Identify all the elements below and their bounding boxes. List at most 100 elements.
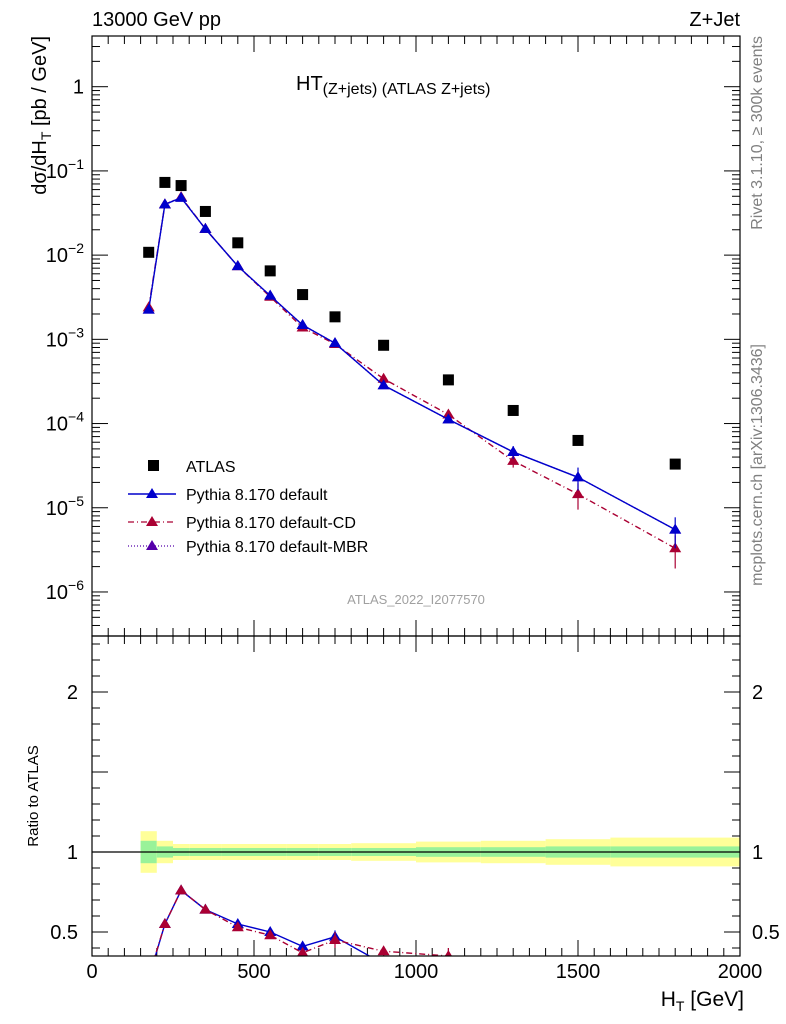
x-tick-label: 1000: [394, 961, 439, 983]
data-point-ratio-pythia-8-170-default: [442, 958, 454, 968]
data-point-ratio-pythia-8-170-default: [378, 958, 390, 968]
data-point-pythia-8-170-default: [158, 198, 171, 209]
ratio-series: [143, 884, 454, 982]
y-tick-label-exponent: −1: [68, 156, 84, 172]
plot-title: HT(Z+jets) (ATLAS Z+jets): [296, 73, 490, 98]
y-tick-label-exponent: −5: [68, 493, 84, 509]
legend-label-default: Pythia 8.170 default: [186, 487, 328, 504]
ratio-y-tick-label-right: 1: [752, 842, 763, 864]
ratio-uncertainty-bands: [92, 831, 740, 873]
data-point-pythia-8-170-default: [175, 191, 188, 202]
data-point-pythia-8-170-default: [329, 337, 341, 348]
y-tick-label-base: 1: [73, 77, 84, 99]
data-point-ratio-pythia-8-170-default: [143, 972, 155, 982]
data-point-ratio-pythia-8-170-default-cd: [158, 918, 171, 928]
y-tick-label: 10−6: [46, 577, 84, 604]
y-tick-label: 10−4: [46, 409, 84, 436]
data-point-pythia-8-170-default: [377, 379, 390, 390]
data-point-atlas: [199, 205, 211, 217]
y-tick-label-base: 10: [46, 498, 68, 520]
analysis-watermark: ATLAS_2022_I2077570: [347, 592, 485, 607]
ratio-y-tick-label-right: 2: [752, 682, 763, 704]
data-point-atlas: [329, 311, 341, 323]
series-line-pythia-8-170-default-mbr: [148, 196, 676, 531]
data-point-ratio-pythia-8-170-default-cd: [444, 950, 452, 956]
legend: ATLAS Pythia 8.170 default Pythia 8.170 …: [128, 459, 368, 556]
data-point-pythia-8-170-default-cd: [572, 488, 584, 499]
series-line-ratio-pythia-8-170-default-cd: [154, 889, 449, 956]
x-tick-label: 1500: [556, 961, 601, 983]
data-point-atlas: [669, 458, 681, 470]
main-y-label-sub: T: [38, 131, 54, 140]
legend-marker-default-cd: [146, 516, 158, 526]
ratio-ticks: 0 500 1000 1500 2000 0.5 0.5 1 1 2 2: [50, 636, 780, 983]
data-point-ratio-pythia-8-170-default-cd: [329, 934, 341, 944]
data-point-ratio-pythia-8-170-default-cd: [199, 903, 212, 914]
data-point-pythia-8-170-default: [669, 523, 682, 534]
data-point-atlas: [572, 434, 584, 446]
y-tick-label-exponent: −4: [68, 409, 84, 425]
legend-label-default-cd: Pythia 8.170 default-CD: [186, 515, 356, 532]
data-point-pythia-8-170-default: [264, 289, 277, 300]
x-label-sub: T: [676, 998, 685, 1014]
y-tick-label: 10−5: [46, 493, 84, 520]
data-point-atlas: [442, 374, 454, 386]
ratio-y-axis-label: Ratio to ATLAS: [25, 745, 42, 846]
data-point-atlas: [297, 289, 309, 301]
data-point-pythia-8-170-default: [231, 260, 244, 271]
main-y-axis-label: dσ/dHT [pb / GeV]: [29, 36, 54, 195]
x-tick-label: 2000: [718, 961, 763, 983]
data-point-ratio-pythia-8-170-default-cd: [143, 971, 155, 981]
x-label-text: H: [661, 988, 676, 1011]
rivet-label: Rivet 3.1.10, ≥ 300k events: [749, 36, 766, 230]
plot-title-main: HT: [296, 73, 323, 95]
data-point-ratio-pythia-8-170-default: [296, 940, 309, 951]
data-point-atlas: [507, 404, 519, 416]
data-point-pythia-8-170-default: [442, 413, 455, 424]
y-tick-label-exponent: −6: [68, 577, 84, 593]
x-tick-label: 500: [237, 961, 270, 983]
data-point-pythia-8-170-default: [507, 445, 520, 456]
plot-title-sub: (Z+jets) (ATLAS Z+jets): [323, 81, 491, 98]
data-point-pythia-8-170-default: [142, 303, 155, 314]
y-tick-label-base: 10: [46, 161, 68, 183]
data-point-atlas: [378, 339, 390, 351]
header-process: Z+Jet: [689, 9, 740, 31]
y-tick-label: 10−1: [46, 156, 84, 183]
y-tick-label-base: 10: [46, 329, 68, 351]
series-line-ratio-pythia-8-170-default: [154, 889, 371, 956]
x-axis-label: HT [GeV]: [661, 988, 744, 1014]
y-tick-label-exponent: −2: [68, 240, 84, 256]
mcplots-label: mcplots.cern.ch [arXiv:1306.3436]: [749, 344, 766, 586]
data-point-atlas: [143, 246, 155, 258]
data-point-ratio-pythia-8-170-default-cd: [175, 884, 188, 895]
header-energy: 13000 GeV pp: [92, 9, 221, 31]
y-tick-label-base: 10: [46, 582, 68, 604]
data-point-pythia-8-170-default: [296, 318, 309, 329]
ratio-frame: [91, 635, 741, 957]
main-ticks: 110−110−210−310−410−510−6: [46, 35, 741, 637]
main-y-label-text: dσ/dH: [29, 140, 51, 195]
x-label-unit: [GeV]: [684, 988, 744, 1011]
data-point-pythia-8-170-default: [199, 222, 212, 233]
legend-marker-default: [146, 488, 158, 498]
ratio-y-tick-label-left: 0.5: [50, 922, 78, 944]
data-point-pythia-8-170-default-cd: [507, 454, 520, 465]
main-panel: 110−110−210−310−410−510−6 0 500 1000 1500 20…: [46, 35, 780, 983]
data-point-pythia-8-170-default-cd: [377, 372, 390, 383]
data-point-ratio-pythia-8-170-default-cd: [264, 929, 277, 940]
legend-label-atlas: ATLAS: [186, 459, 236, 476]
y-tick-label-base: 10: [46, 245, 68, 267]
y-tick-label-base: 10: [46, 414, 68, 436]
legend-label-default-mbr: Pythia 8.170 default-MBR: [186, 539, 368, 556]
data-point-atlas: [264, 265, 276, 277]
series-line-pythia-8-170-default: [148, 196, 676, 531]
main-y-label-unit: [pb / GeV]: [29, 36, 51, 132]
data-point-atlas: [159, 176, 171, 188]
y-tick-label: 10−2: [46, 240, 84, 267]
y-tick-label: 10−3: [46, 324, 84, 351]
data-point-atlas: [175, 180, 187, 192]
data-point-pythia-8-170-default: [572, 471, 584, 482]
ratio-y-tick-label-left: 1: [67, 842, 78, 864]
